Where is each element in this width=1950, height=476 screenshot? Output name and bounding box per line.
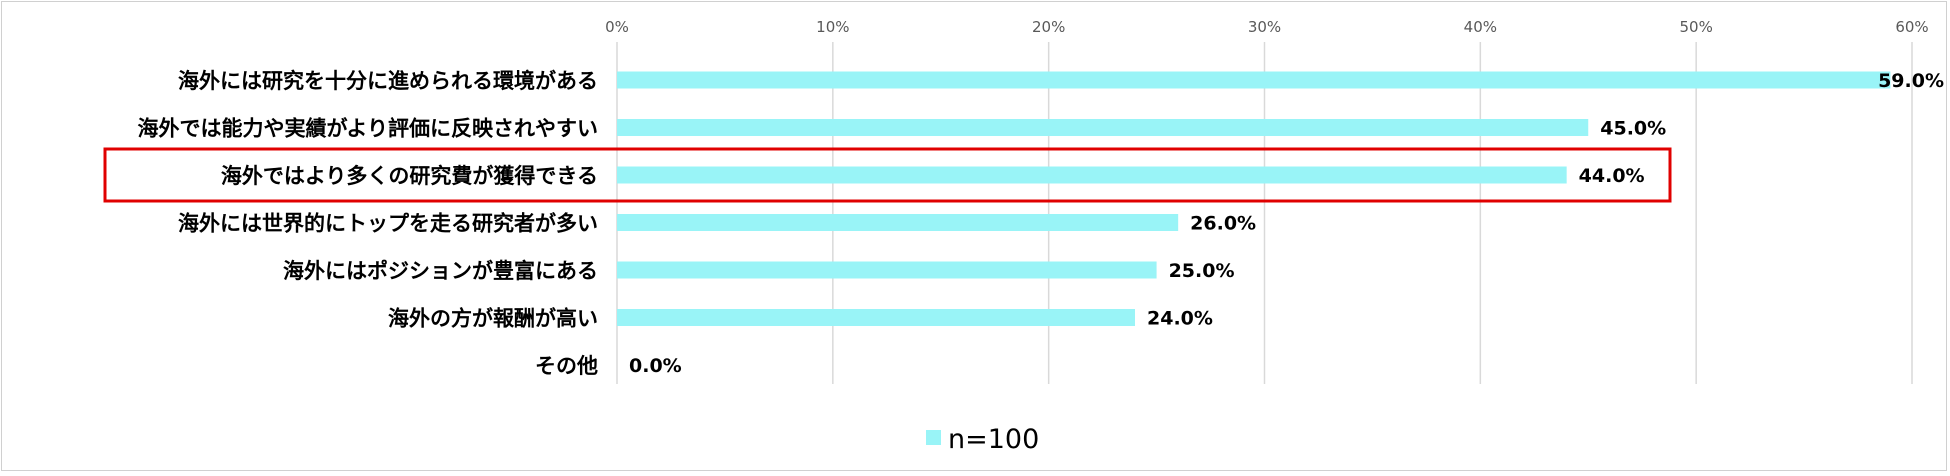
category-label: 海外には世界的にトップを走る研究者が多い bbox=[178, 212, 598, 236]
highlight-box-group bbox=[103, 147, 1672, 203]
data-labels: 59.0% 45.0% 44.0% 26.0% 25.0% 24.0% 0.0% bbox=[629, 70, 1944, 377]
category-labels: 海外には研究を十分に進められる環境がある海外では能力や実績がより評価に反映されや… bbox=[137, 69, 598, 378]
x-tick-label: 10% bbox=[816, 18, 849, 36]
bar bbox=[617, 261, 1157, 279]
legend-label: n=100 bbox=[948, 424, 1039, 455]
data-label: 26.0% bbox=[1190, 213, 1256, 235]
category-label: 海外ではより多くの研究費が獲得できる bbox=[221, 164, 598, 188]
bar bbox=[617, 214, 1179, 231]
x-tick-label: 50% bbox=[1679, 18, 1712, 36]
data-label: 59.0% bbox=[1878, 70, 1944, 92]
data-label: 24.0% bbox=[1147, 308, 1213, 330]
bar bbox=[617, 309, 1135, 326]
gridlines bbox=[616, 42, 1913, 384]
bars bbox=[617, 71, 1891, 326]
bar bbox=[617, 166, 1567, 184]
x-tick-label: 40% bbox=[1464, 18, 1497, 36]
category-label: 海外にはポジションが豊富にある bbox=[283, 259, 598, 283]
data-label: 25.0% bbox=[1169, 260, 1235, 282]
bar bbox=[617, 119, 1589, 136]
category-label: 海外では能力や実績がより評価に反映されやすい bbox=[137, 117, 598, 141]
legend: n=100 bbox=[926, 424, 1039, 455]
bar bbox=[617, 71, 1891, 89]
data-label: 45.0% bbox=[1600, 118, 1666, 140]
x-axis-ticks: 0% 10% 20% 30% 40% 50% 60% bbox=[605, 18, 1929, 36]
highlight-box bbox=[103, 147, 1672, 203]
x-tick-label: 0% bbox=[605, 18, 629, 36]
x-tick-label: 60% bbox=[1895, 18, 1928, 36]
data-label: 44.0% bbox=[1579, 165, 1645, 187]
category-label: 海外には研究を十分に進められる環境がある bbox=[178, 69, 598, 93]
x-tick-label: 20% bbox=[1032, 18, 1065, 36]
data-label: 0.0% bbox=[629, 355, 682, 377]
x-tick-label: 30% bbox=[1248, 18, 1281, 36]
category-label: その他 bbox=[535, 354, 598, 378]
category-label: 海外の方が報酬が高い bbox=[388, 307, 598, 331]
legend-swatch bbox=[926, 430, 941, 445]
